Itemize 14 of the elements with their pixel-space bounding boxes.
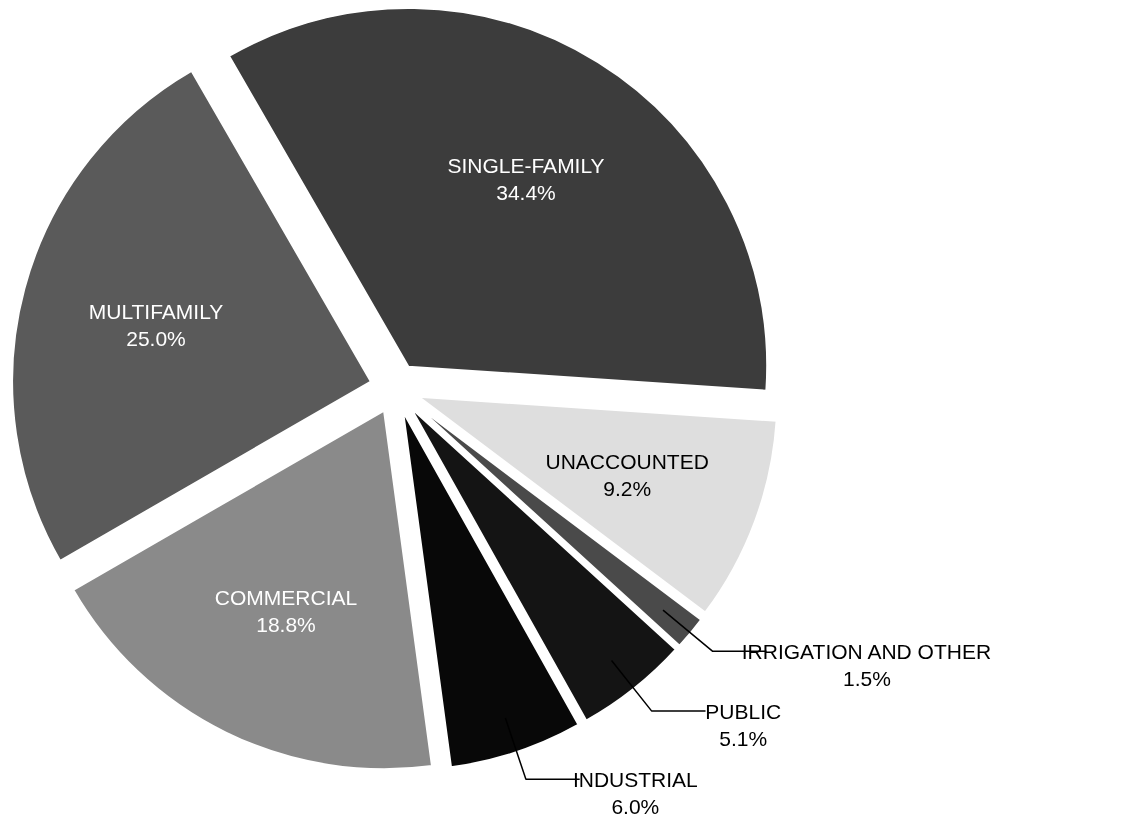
slice-label: COMMERCIAL: [214, 586, 358, 610]
slice-label: PUBLIC: [705, 699, 782, 723]
slice-label: INDUSTRIAL: [572, 767, 698, 791]
data-label: 5.1%: [719, 726, 768, 750]
data-label: 34.4%: [496, 180, 556, 204]
slice-label: UNACCOUNTED: [545, 450, 709, 474]
data-label: 18.8%: [256, 613, 316, 637]
data-label: 6.0%: [611, 794, 660, 818]
slice-label: MULTIFAMILY: [88, 299, 224, 323]
data-label: 25.0%: [126, 326, 186, 350]
slice-label: IRRIGATION AND OTHER: [741, 639, 992, 663]
slice-label: SINGLE-FAMILY: [447, 153, 605, 177]
data-label: 1.5%: [843, 666, 891, 690]
data-label: 9.2%: [603, 477, 652, 501]
